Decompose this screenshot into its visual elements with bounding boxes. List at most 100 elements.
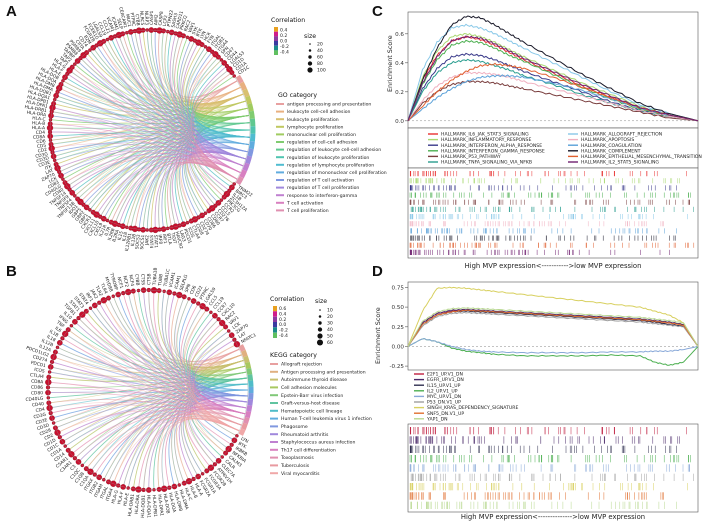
gene-label: HCK bbox=[203, 31, 213, 42]
ribbon bbox=[67, 122, 250, 187]
gene-label: SELPLG bbox=[179, 273, 190, 291]
gene-label: HLA-C bbox=[32, 115, 46, 122]
size-dot bbox=[309, 43, 311, 45]
gene-label: ICAM1 bbox=[110, 16, 120, 31]
category-arc bbox=[242, 88, 250, 98]
panel-d-ylabel: Enrichment Score bbox=[374, 307, 382, 364]
ribbon bbox=[185, 46, 249, 118]
ribbon bbox=[192, 62, 250, 138]
gene-label: HLA-DOA bbox=[167, 492, 177, 513]
legend-label: P53_DN.V1_UP bbox=[427, 400, 461, 406]
gene-label: IL15 bbox=[117, 230, 125, 241]
ribbon bbox=[54, 115, 249, 161]
category-label: leukocyte cell-cell adhesion bbox=[287, 109, 351, 115]
y-tick-label: 0.0 bbox=[395, 119, 404, 125]
gene-label: CCL19 bbox=[96, 21, 108, 37]
series-line bbox=[407, 307, 699, 347]
ribbon bbox=[49, 127, 238, 180]
panel-a-legend: Correlation 0.40.20.0-0.2-0.4 size 20406… bbox=[271, 17, 387, 214]
category-label: regulation of T cell activation bbox=[287, 178, 354, 184]
series-line bbox=[407, 15, 699, 122]
gene-label: NCF2 bbox=[121, 275, 129, 288]
gene-label: CTSS bbox=[139, 274, 145, 286]
gene-label: HLA-B bbox=[32, 120, 46, 127]
category-label: Staphylococcus aureus infection bbox=[281, 440, 355, 446]
gene-label: JAK2 bbox=[88, 288, 99, 301]
gene-label: NLRC5 bbox=[138, 11, 145, 26]
ribbon bbox=[193, 339, 246, 415]
category-label: response to interferon-gamma bbox=[287, 193, 357, 199]
colorbar-segment bbox=[274, 31, 278, 37]
ring-outline bbox=[47, 289, 249, 491]
ribbon bbox=[64, 403, 247, 447]
colorbar-segment bbox=[273, 327, 277, 333]
gene-label: TNF bbox=[55, 319, 67, 330]
gene-label: CTSB bbox=[146, 273, 152, 285]
panel-b-gene-ring bbox=[45, 287, 254, 493]
colorbar-tick: -0.2 bbox=[280, 44, 289, 50]
panel-b-legend: Correlation 0.60.40.20.0-0.2-0.4 size 10… bbox=[270, 296, 372, 477]
size-dot bbox=[308, 49, 312, 52]
ribbon bbox=[50, 115, 250, 138]
ribbon bbox=[192, 330, 248, 381]
gene-label: CD3E bbox=[35, 417, 48, 426]
gene-label: HLA-DQB1 bbox=[140, 495, 147, 518]
size-dot bbox=[307, 67, 313, 73]
size-dot bbox=[318, 321, 322, 325]
category-label: Human T-cell leukemia virus 1 infection bbox=[281, 416, 372, 422]
size-dot bbox=[307, 61, 313, 66]
gene-label: CD8A bbox=[31, 378, 44, 385]
colorbar-segment bbox=[274, 45, 278, 51]
gene-label: HLA-DPA1 bbox=[156, 494, 164, 517]
gene-label: CD3D bbox=[36, 422, 50, 432]
series-line bbox=[407, 309, 699, 347]
colorbar-segment bbox=[273, 322, 277, 328]
panel-a-size-title: size bbox=[304, 33, 316, 40]
gene-label: NCF4 bbox=[127, 274, 135, 287]
ribbon bbox=[82, 314, 240, 432]
category-arc bbox=[247, 103, 254, 112]
gene-label: MYD88 bbox=[103, 276, 114, 293]
gene-label: CD80 bbox=[31, 390, 43, 396]
gene-label: ITGA4 bbox=[105, 487, 115, 502]
panel-a-ribbons bbox=[49, 29, 251, 231]
gene-label: IRF8 bbox=[157, 234, 164, 244]
category-label: Rheumatoid arthritis bbox=[281, 432, 329, 438]
size-tick: 60 bbox=[327, 340, 333, 346]
series-line bbox=[407, 80, 699, 122]
legend-label: HALLMARK_COMPLEMENT bbox=[581, 148, 641, 154]
colorbar-segment bbox=[273, 316, 277, 322]
gene-label: ZAP70 bbox=[41, 172, 57, 183]
legend-label: MYC_UP.V1_DN bbox=[427, 394, 461, 400]
legend-label: HALLMARK_IL6_JAK_STAT3_SIGNALING bbox=[441, 132, 529, 138]
series-line bbox=[407, 35, 699, 122]
gene-label: IL12A bbox=[38, 343, 52, 353]
legend-label: HALLMARK_COAGULATION bbox=[581, 143, 642, 149]
series-line bbox=[407, 62, 699, 122]
series-line bbox=[407, 286, 699, 347]
legend-label: HALLMARK_APOPTOSIS bbox=[581, 137, 634, 143]
panel-a-category-legend: antigen processing and presentationleuko… bbox=[276, 102, 387, 214]
series-line bbox=[407, 32, 699, 122]
ribbon bbox=[53, 348, 240, 424]
ribbon bbox=[98, 395, 248, 478]
category-label: T cell proliferation bbox=[286, 208, 329, 214]
category-label: leukocyte proliferation bbox=[287, 117, 339, 123]
category-arc bbox=[235, 74, 244, 84]
gene-label: CD86 bbox=[31, 384, 43, 390]
gene-label: RAC2 bbox=[183, 19, 193, 32]
size-dot bbox=[308, 55, 312, 59]
gene-label: CXCL9 bbox=[93, 222, 105, 237]
category-arc bbox=[248, 141, 255, 150]
gene-label: IL7R bbox=[103, 226, 112, 237]
gene-label: BTLA bbox=[165, 233, 173, 245]
colorbar-tick: 0.2 bbox=[280, 33, 287, 39]
ribbon bbox=[183, 308, 242, 426]
panel-letter-d: D bbox=[372, 263, 383, 280]
gene-label: LAG3 bbox=[178, 230, 187, 243]
category-arc bbox=[235, 176, 244, 186]
legend-label: E2F1_UP.V1_DN bbox=[427, 372, 463, 378]
panel-a-gene-ring bbox=[46, 27, 256, 234]
category-label: Autoimmune thyroid disease bbox=[281, 377, 347, 383]
gene-label: NLRP3 bbox=[143, 11, 149, 26]
